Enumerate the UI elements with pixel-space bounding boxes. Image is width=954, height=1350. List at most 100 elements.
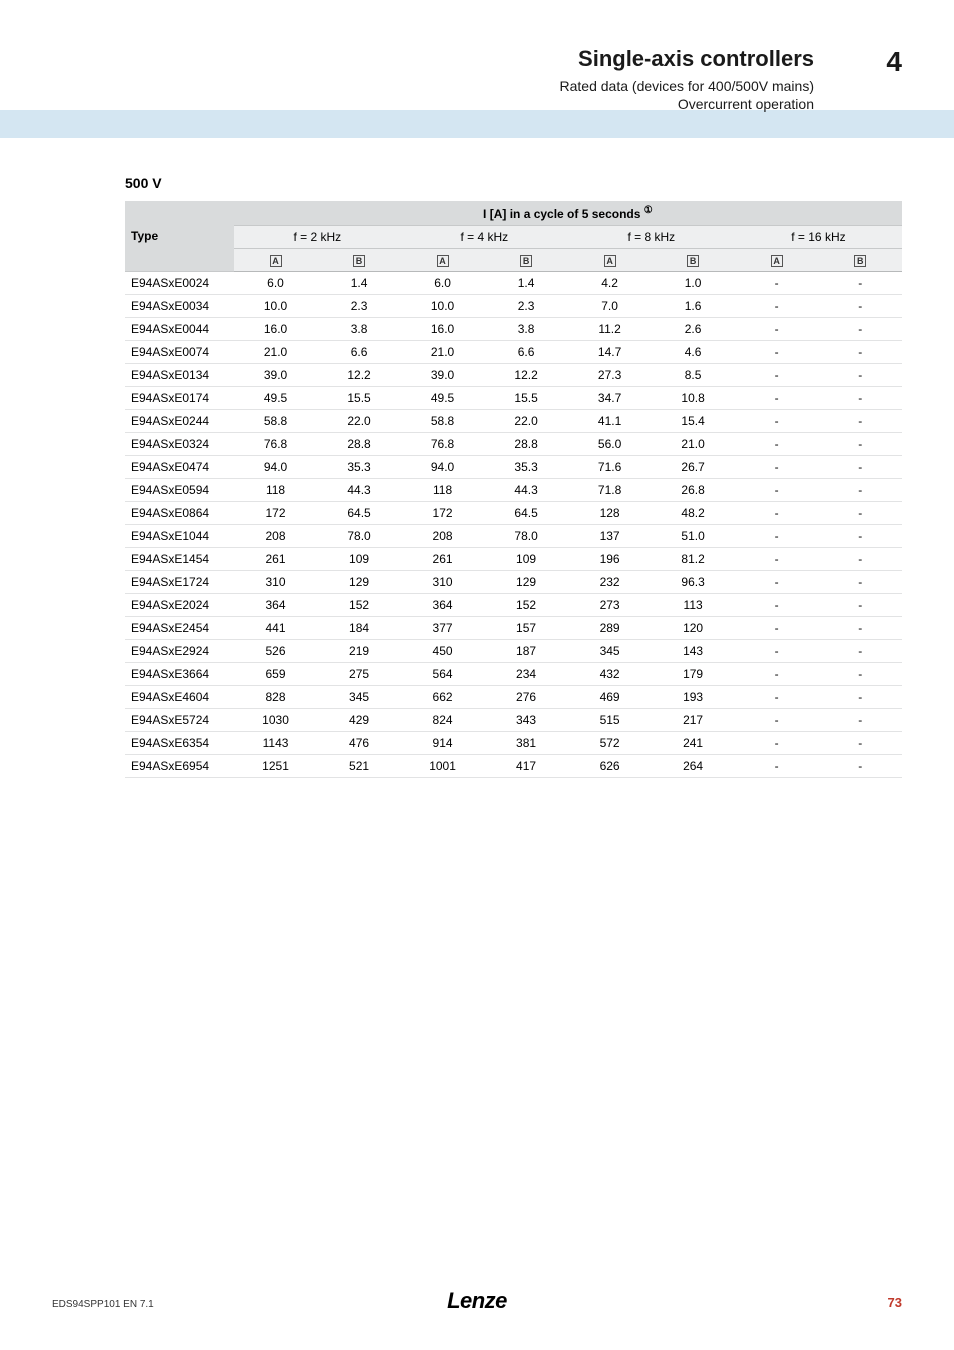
ab-header-a: A [735,249,819,272]
type-cell: E94ASxE6354 [125,732,234,755]
value-cell: - [818,640,902,663]
value-cell: 58.8 [234,410,318,433]
ab-header-b: B [818,249,902,272]
value-cell: 109 [484,548,568,571]
type-cell: E94ASxE0594 [125,479,234,502]
value-cell: 208 [234,525,318,548]
value-cell: 172 [234,502,318,525]
b-icon: B [353,255,365,267]
value-cell: 22.0 [484,410,568,433]
section-title: 500 V [125,175,902,191]
value-cell: - [818,318,902,341]
table-row: E94ASxE007421.06.621.06.614.74.6-- [125,341,902,364]
table-row: E94ASxE2454441184377157289120-- [125,617,902,640]
value-cell: 914 [401,732,485,755]
value-cell: 12.2 [317,364,401,387]
value-cell: 21.0 [651,433,735,456]
table-row: E94ASxE013439.012.239.012.227.38.5-- [125,364,902,387]
value-cell: 3.8 [317,318,401,341]
value-cell: 15.5 [484,387,568,410]
type-cell: E94ASxE0244 [125,410,234,433]
table-row: E94ASxE059411844.311844.371.826.8-- [125,479,902,502]
table-row: E94ASxE00246.01.46.01.44.21.0-- [125,272,902,295]
table-row: E94ASxE2924526219450187345143-- [125,640,902,663]
ab-header-b: B [317,249,401,272]
value-cell: - [818,387,902,410]
table-row: E94ASxE032476.828.876.828.856.021.0-- [125,433,902,456]
value-cell: 76.8 [401,433,485,456]
value-cell: 515 [568,709,652,732]
value-cell: 1.0 [651,272,735,295]
value-cell: 364 [401,594,485,617]
table-row: E94ASxE004416.03.816.03.811.22.6-- [125,318,902,341]
table-row: E94ASxE047494.035.394.035.371.626.7-- [125,456,902,479]
value-cell: 441 [234,617,318,640]
value-cell: - [818,433,902,456]
value-cell: 1251 [234,755,318,778]
freq-header-1: f = 4 kHz [401,226,568,249]
value-cell: 44.3 [484,479,568,502]
value-cell: - [735,663,819,686]
table-row: E94ASxE145426110926110919681.2-- [125,548,902,571]
value-cell: 58.8 [401,410,485,433]
value-cell: 564 [401,663,485,686]
value-cell: 94.0 [401,456,485,479]
value-cell: - [818,479,902,502]
value-cell: - [735,686,819,709]
value-cell: 49.5 [234,387,318,410]
ab-header-a: A [401,249,485,272]
value-cell: - [818,272,902,295]
value-cell: 109 [317,548,401,571]
value-cell: 35.3 [317,456,401,479]
value-cell: 21.0 [401,341,485,364]
value-cell: 2.6 [651,318,735,341]
type-cell: E94ASxE0034 [125,295,234,318]
table-row: E94ASxE3664659275564234432179-- [125,663,902,686]
value-cell: 22.0 [317,410,401,433]
value-cell: 81.2 [651,548,735,571]
type-cell: E94ASxE0474 [125,456,234,479]
type-cell: E94ASxE0864 [125,502,234,525]
value-cell: 187 [484,640,568,663]
value-cell: 526 [234,640,318,663]
value-cell: - [735,617,819,640]
value-cell: - [735,410,819,433]
value-cell: - [818,663,902,686]
value-cell: 381 [484,732,568,755]
value-cell: - [818,755,902,778]
value-cell: 10.0 [234,295,318,318]
footer-page-number: 73 [888,1295,902,1310]
table-body: E94ASxE00246.01.46.01.44.21.0--E94ASxE00… [125,272,902,778]
value-cell: 345 [317,686,401,709]
value-cell: - [735,571,819,594]
table-row: E94ASxE2024364152364152273113-- [125,594,902,617]
value-cell: - [735,364,819,387]
content-area: 500 V Type I [A] in a cycle of 5 seconds… [125,175,902,778]
value-cell: - [818,364,902,387]
header-band [0,110,954,138]
value-cell: 15.4 [651,410,735,433]
value-cell: 469 [568,686,652,709]
value-cell: - [735,732,819,755]
col-header-main-text: I [A] in a cycle of 5 seconds [483,207,644,221]
value-cell: 232 [568,571,652,594]
value-cell: 44.3 [317,479,401,502]
value-cell: - [735,594,819,617]
type-cell: E94ASxE2924 [125,640,234,663]
value-cell: 10.8 [651,387,735,410]
value-cell: 118 [401,479,485,502]
value-cell: 48.2 [651,502,735,525]
value-cell: - [818,732,902,755]
value-cell: 184 [317,617,401,640]
a-icon: A [604,255,616,267]
table-row: E94ASxE086417264.517264.512848.2-- [125,502,902,525]
value-cell: 1.4 [484,272,568,295]
value-cell: 143 [651,640,735,663]
value-cell: 7.0 [568,295,652,318]
value-cell: 432 [568,663,652,686]
value-cell: 78.0 [317,525,401,548]
value-cell: 261 [401,548,485,571]
value-cell: 34.7 [568,387,652,410]
value-cell: 1030 [234,709,318,732]
value-cell: 157 [484,617,568,640]
